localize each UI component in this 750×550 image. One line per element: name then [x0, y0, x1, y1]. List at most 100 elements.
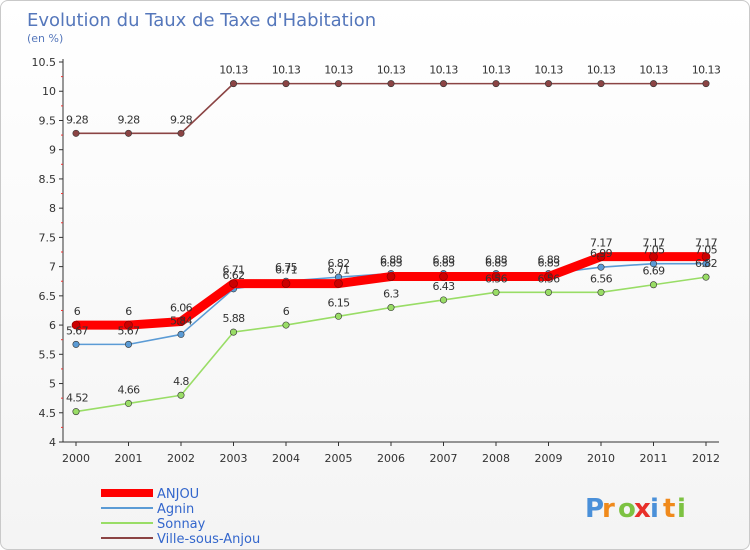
data-label: 5.67	[117, 324, 140, 337]
data-label: 6.43	[432, 280, 455, 293]
data-label: 6.83	[380, 257, 403, 270]
logo-letter: x	[634, 494, 651, 524]
data-label: 5.67	[66, 324, 89, 337]
logo-letter: r	[602, 494, 615, 524]
y-tick-label: 5	[49, 378, 56, 391]
data-label: 6.88	[432, 254, 455, 267]
data-label: 6.71	[275, 264, 297, 277]
x-tick-label: 2000	[62, 452, 90, 465]
data-point	[125, 129, 133, 137]
data-label: 6.56	[485, 272, 508, 285]
data-label: 9.28	[170, 113, 193, 126]
data-point	[334, 312, 342, 320]
data-label: 6	[125, 305, 132, 318]
data-label: 10.13	[377, 64, 406, 77]
data-label: 7.17	[642, 237, 665, 250]
y-tick-label: 7	[49, 261, 56, 274]
logo-letter: o	[618, 494, 636, 524]
series-anjou	[71, 252, 711, 330]
x-tick-label: 2002	[167, 452, 195, 465]
data-label: 9.28	[117, 113, 140, 126]
data-point	[72, 340, 80, 348]
data-point	[597, 263, 605, 271]
data-point	[72, 408, 80, 416]
y-tick-label: 10.5	[32, 56, 57, 69]
data-point	[282, 321, 290, 329]
data-label: 6.82	[695, 257, 717, 270]
x-tick-label: 2010	[587, 452, 615, 465]
data-label: 6.82	[327, 257, 349, 270]
data-label: 7.17	[695, 237, 718, 250]
legend-label: Agnin	[157, 502, 194, 517]
data-point	[125, 340, 133, 348]
data-point	[282, 80, 290, 88]
data-point	[596, 252, 606, 261]
data-point	[125, 399, 133, 407]
data-label: 6.56	[590, 272, 613, 285]
series-layer	[71, 80, 711, 416]
data-point	[492, 288, 500, 296]
data-point	[386, 272, 396, 281]
data-point	[439, 272, 448, 281]
data-label: 5.84	[170, 314, 193, 327]
chart-subtitle: (en %)	[27, 32, 63, 45]
data-label: 6.88	[537, 254, 560, 267]
data-label: 6.83	[485, 257, 508, 270]
y-tick-label: 4	[49, 436, 56, 449]
y-tick-label: 8.5	[39, 173, 57, 186]
data-label: 6.83	[537, 257, 560, 270]
x-tick-label: 2011	[640, 452, 668, 465]
series-sonnay	[72, 273, 710, 416]
data-point	[544, 80, 552, 88]
data-label: 6.06	[170, 302, 193, 315]
chart-title: Evolution du Taux de Taxe d'Habitation	[27, 10, 376, 31]
data-label: 4.8	[173, 375, 189, 388]
series-ville-sous-anjou	[72, 80, 710, 137]
data-label: 6.75	[275, 261, 298, 274]
data-point	[649, 252, 658, 261]
data-label: 6.71	[222, 264, 244, 277]
legend-label: ANJOU	[157, 487, 199, 502]
data-label: 10.13	[272, 64, 301, 77]
data-label: 7.05	[642, 244, 665, 257]
data-point	[71, 320, 81, 330]
data-point	[702, 273, 710, 281]
data-point	[177, 391, 185, 399]
x-tick-label: 2003	[220, 452, 248, 465]
logo-letter: i	[677, 494, 686, 524]
data-label: 9.28	[66, 113, 89, 126]
logo-letter: t	[663, 494, 675, 524]
data-label: 7.17	[590, 237, 613, 250]
data-point	[334, 279, 343, 288]
data-point	[544, 288, 552, 296]
data-point	[176, 317, 186, 326]
legend-label: Sonnay	[157, 517, 206, 532]
data-labels: 6 6 6.066.71 6.71 6.716.83 6.83 6.83 6.837.17 7.…	[66, 64, 721, 405]
data-point	[230, 328, 238, 336]
y-tick-label: 4.5	[39, 407, 57, 420]
data-point	[281, 279, 291, 288]
data-label: 5.88	[222, 312, 245, 325]
data-point	[491, 272, 501, 281]
axes: 4 4.5 5 5.5 6 6.5 7 7.5 8 8.5 9 9.5 10 10.5 2000 2001 20…	[32, 56, 721, 465]
data-point	[544, 272, 553, 281]
data-point	[597, 80, 605, 88]
data-point	[334, 80, 342, 88]
legend-label: Ville-sous-Anjou	[157, 532, 260, 547]
data-label: 4.52	[66, 392, 88, 405]
data-point	[701, 252, 711, 261]
x-tick-label: 2005	[325, 452, 353, 465]
data-point	[124, 320, 133, 330]
data-point	[597, 288, 605, 296]
data-label: 6.88	[380, 254, 403, 267]
y-tick-label: 8	[49, 202, 56, 215]
logo-letter: i	[650, 494, 659, 524]
data-point	[177, 330, 185, 338]
y-tick-label: 9.5	[39, 114, 57, 127]
data-point	[649, 281, 657, 289]
x-tick-label: 2006	[377, 452, 405, 465]
data-label: 7.05	[695, 244, 718, 257]
data-point	[230, 80, 238, 88]
